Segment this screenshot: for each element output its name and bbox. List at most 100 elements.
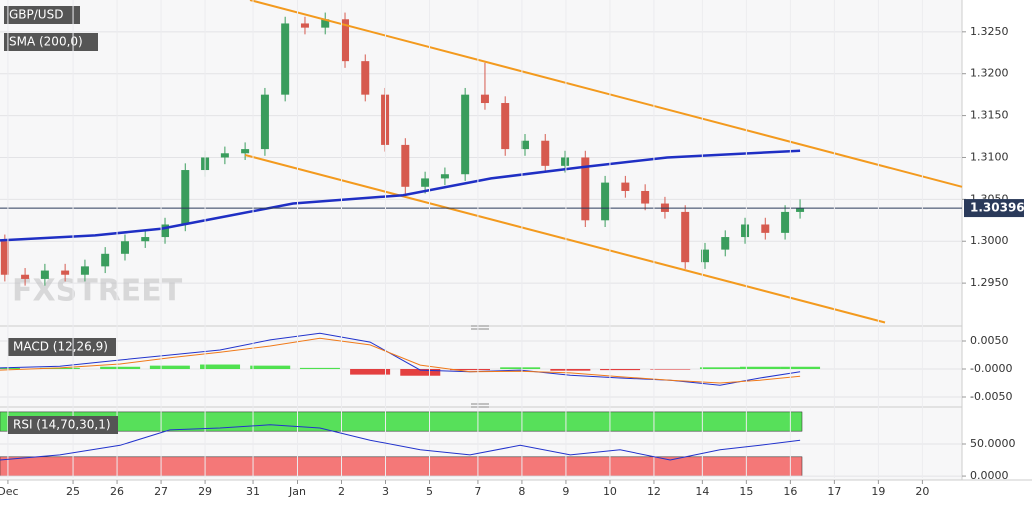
candle-body xyxy=(461,94,470,175)
candle-body xyxy=(741,224,750,238)
histogram-bar xyxy=(350,369,391,375)
x-tick-label: 3 xyxy=(382,485,389,498)
x-tick-label: 16 xyxy=(783,485,797,498)
sma-line xyxy=(0,149,801,242)
x-tick-label: 20 xyxy=(915,485,929,498)
x-tick-label: 10 xyxy=(603,485,617,498)
candle-body xyxy=(581,157,590,221)
y-tick-label: -0.0050 xyxy=(970,390,1012,403)
resize-handle[interactable] xyxy=(471,403,489,408)
candle-body xyxy=(796,208,805,212)
band xyxy=(0,456,803,477)
macd-line xyxy=(0,337,801,384)
histogram-bar xyxy=(149,365,190,369)
x-tick-label: 15 xyxy=(739,485,753,498)
candle-body xyxy=(0,241,9,275)
y-tick-label: 1.2950 xyxy=(970,276,1009,289)
rsi-line xyxy=(0,424,801,461)
histogram-bar xyxy=(699,367,740,369)
legend-label: SMA (200,0) xyxy=(9,35,83,49)
candle-body xyxy=(521,140,530,150)
candle-body xyxy=(501,103,510,150)
candle-body xyxy=(561,157,570,166)
candle-body xyxy=(700,249,709,263)
legend-label-box xyxy=(4,33,98,51)
candle-body xyxy=(641,190,650,204)
candle-body xyxy=(241,149,250,154)
candle-body xyxy=(80,266,89,275)
candle-body xyxy=(61,270,70,275)
candle-body xyxy=(21,274,30,279)
histogram-bar xyxy=(780,366,821,369)
candle-body xyxy=(220,153,229,158)
candle-body xyxy=(721,237,730,250)
legend-label-box xyxy=(4,6,80,24)
x-tick-label: 9 xyxy=(562,485,569,498)
band xyxy=(0,411,803,432)
candle-body xyxy=(260,94,269,150)
candle-body xyxy=(300,23,309,28)
x-tick-label: 29 xyxy=(198,485,212,498)
x-tick-label: Dec xyxy=(0,485,19,498)
candle-body xyxy=(421,178,430,187)
panel-title-box xyxy=(8,338,116,356)
histogram-bar xyxy=(550,369,591,371)
y-tick-label: 1.3200 xyxy=(970,67,1009,80)
legend-label: GBP/USD xyxy=(9,8,63,22)
y-tick-label: 1.3000 xyxy=(970,234,1009,247)
x-tick-label: 26 xyxy=(110,485,124,498)
histogram-bar xyxy=(0,367,20,369)
candle-body xyxy=(161,224,170,238)
resize-handle[interactable] xyxy=(471,325,489,330)
panel-title: MACD (12,26,9) xyxy=(13,340,108,354)
histogram-bar xyxy=(500,367,541,369)
histogram-bar xyxy=(299,367,340,369)
candle-body xyxy=(181,170,190,225)
candle-body xyxy=(341,19,350,62)
y-tick-label: 0.0050 xyxy=(970,334,1009,347)
histogram-bar xyxy=(200,364,241,369)
histogram-bar xyxy=(650,369,691,370)
y-tick-label: -0.0000 xyxy=(970,362,1012,375)
histogram-bar xyxy=(100,366,141,369)
watermark: FXSTREET xyxy=(12,274,183,309)
histogram-bar xyxy=(400,369,441,376)
x-tick-label: 2 xyxy=(338,485,345,498)
candle-body xyxy=(781,211,790,233)
x-tick-label: 31 xyxy=(246,485,260,498)
candle-body xyxy=(440,174,449,179)
x-tick-label: 17 xyxy=(827,485,841,498)
x-tick-label: Jan xyxy=(288,485,306,498)
candle-body xyxy=(681,211,690,263)
candle-body xyxy=(601,182,610,221)
candle-body xyxy=(361,61,370,95)
histogram-bar xyxy=(449,369,490,371)
candle-body xyxy=(621,182,630,191)
panel-title-box xyxy=(8,416,118,434)
x-tick-label: 19 xyxy=(871,485,885,498)
y-tick-label: 50.0000 xyxy=(970,437,1016,450)
x-tick-label: 5 xyxy=(426,485,433,498)
last-price-box xyxy=(964,199,1024,218)
panel-title: RSI (14,70,30,1) xyxy=(13,418,111,432)
candle-body xyxy=(321,19,330,28)
y-tick-label: 1.3250 xyxy=(970,25,1009,38)
candle-body xyxy=(120,241,129,254)
trendline xyxy=(249,0,963,188)
candle-body xyxy=(141,237,150,242)
x-tick-label: 14 xyxy=(695,485,709,498)
x-tick-label: 12 xyxy=(647,485,661,498)
y-tick-label: 1.3150 xyxy=(970,109,1009,122)
candle-body xyxy=(40,270,49,279)
plot-background xyxy=(0,0,962,480)
histogram-bar xyxy=(250,365,291,369)
candle-body xyxy=(401,144,410,187)
x-tick-label: 25 xyxy=(66,485,80,498)
x-tick-label: 8 xyxy=(518,485,525,498)
candle-body xyxy=(541,140,550,166)
trendline xyxy=(244,154,886,324)
candle-body xyxy=(480,94,489,104)
y-tick-label: 1.3100 xyxy=(970,150,1009,163)
candle-body xyxy=(281,23,290,95)
